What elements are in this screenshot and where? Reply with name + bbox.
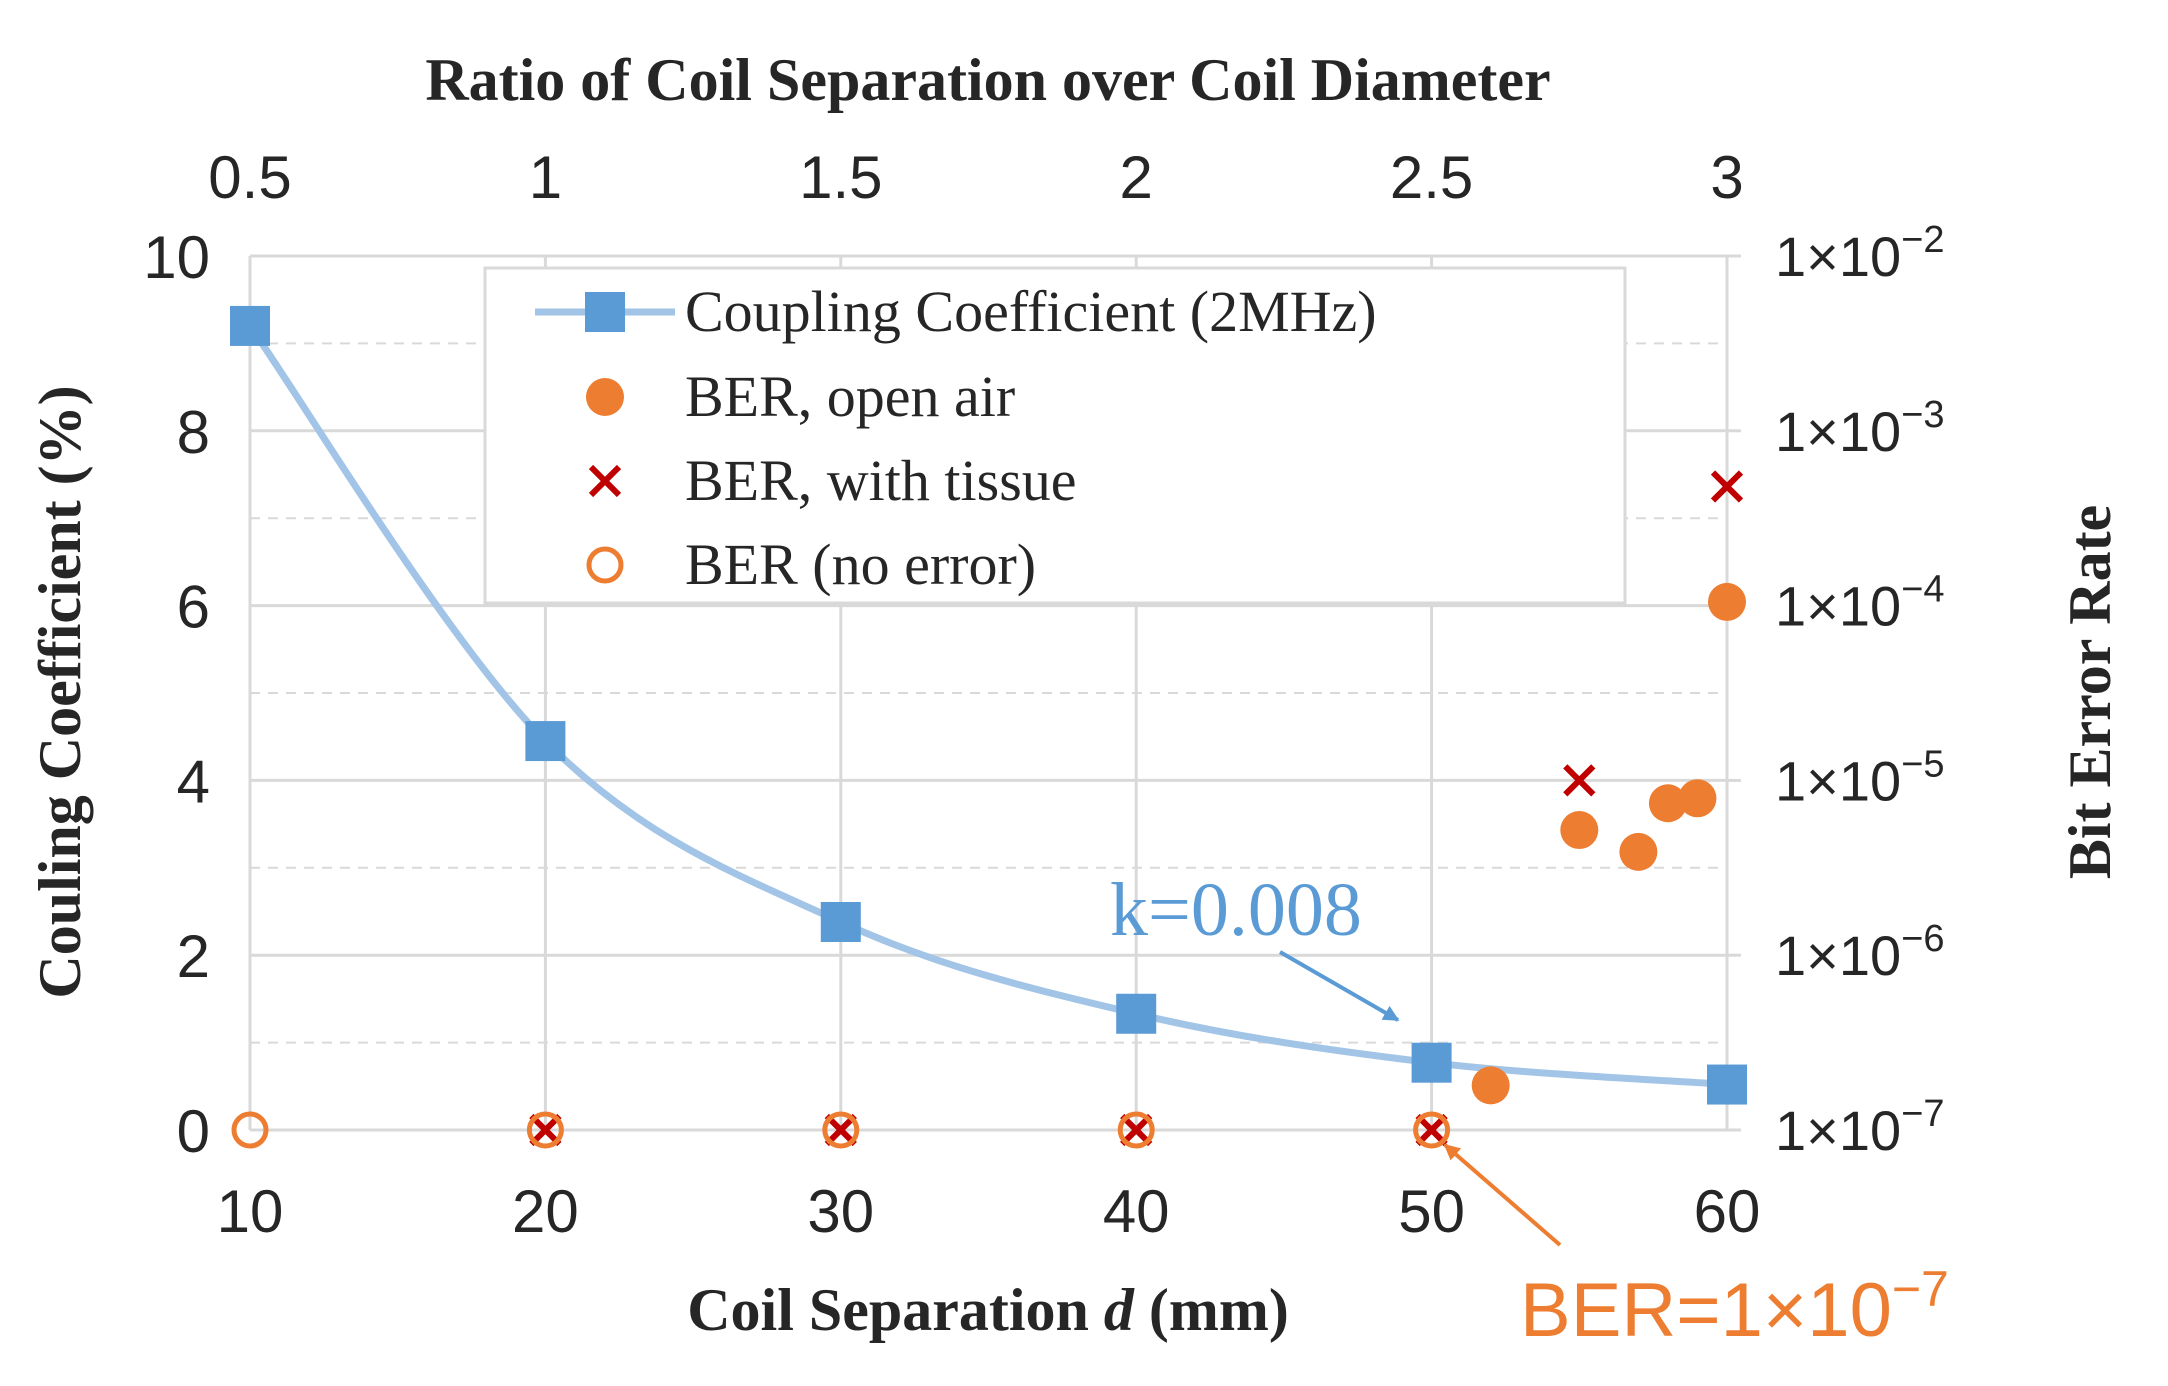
y-right-tick-label: 1×10−2 xyxy=(1775,219,1944,288)
y-left-tick-label: 0 xyxy=(177,1098,210,1165)
legend-open-circle-icon xyxy=(586,546,624,584)
y-right-tick-exponent: −6 xyxy=(1901,918,1944,960)
top-axis-title: Ratio of Coil Separation over Coil Diame… xyxy=(425,47,1550,113)
ber-open-air-point xyxy=(1471,1066,1510,1105)
ber-open-air-point xyxy=(1678,779,1717,818)
legend-item-coupling: Coupling Coefficient (2MHz) xyxy=(535,279,1377,344)
legend-label-open-air: BER, open air xyxy=(685,364,1015,429)
y-right-axis-title: Bit Error Rate xyxy=(2057,505,2123,879)
y-right-tick-base: 1×10 xyxy=(1775,575,1901,638)
y-right-tick-base: 1×10 xyxy=(1775,225,1901,288)
legend-label-no-error: BER (no error) xyxy=(685,532,1036,597)
legend-item-with-tissue: BER, with tissue xyxy=(588,448,1077,513)
ber-with-tissue-point xyxy=(1415,1113,1448,1147)
x-tick-label: 40 xyxy=(1103,1178,1170,1245)
ber-open-air-point xyxy=(1560,811,1599,850)
ber-no-error-point xyxy=(526,1111,564,1149)
y-left-tick-label: 6 xyxy=(177,574,210,641)
series xyxy=(230,305,1747,1149)
y-right-tick-label: 1×10−4 xyxy=(1775,569,1944,638)
y-left-axis-title: Couling Coefficient (%) xyxy=(27,385,93,998)
top-tick-label: 1.5 xyxy=(799,144,882,211)
annotation-ber-label: BER=1×10−7 xyxy=(1520,1261,1949,1353)
y-right-tick-label: 1×10−3 xyxy=(1775,394,1944,463)
y-right-tick-base: 1×10 xyxy=(1775,924,1901,987)
y-right-tick-base: 1×10 xyxy=(1775,1099,1901,1162)
legend-label-with-tissue: BER, with tissue xyxy=(685,448,1077,513)
y-left-tick-label: 10 xyxy=(143,224,210,291)
ber-no-error-point xyxy=(231,1111,269,1149)
ber-open-air-point xyxy=(1619,832,1658,871)
x-tick-label: 60 xyxy=(1694,1178,1761,1245)
top-tick-label: 3 xyxy=(1710,144,1743,211)
ber-no-error-point xyxy=(1413,1111,1451,1149)
coupling-point xyxy=(1116,993,1157,1034)
x-axis-ticks: 10 20 30 40 50 60 xyxy=(217,1178,1761,1245)
ber-with-tissue-point xyxy=(1120,1113,1153,1147)
top-tick-label: 2 xyxy=(1120,144,1153,211)
y-right-tick-exponent: −2 xyxy=(1901,219,1944,261)
x-tick-label: 30 xyxy=(807,1178,874,1245)
y-right-tick-exponent: −4 xyxy=(1901,569,1944,611)
top-tick-label: 0.5 xyxy=(208,144,291,211)
x-tick-label: 10 xyxy=(217,1178,284,1245)
legend-box xyxy=(483,266,1627,605)
top-tick-label: 1 xyxy=(529,144,562,211)
ber-open-air-point xyxy=(1708,582,1746,621)
annotation-ber: BER=1×10−7 xyxy=(1443,1143,1949,1353)
y-right-tick-label: 1×10−7 xyxy=(1775,1093,1944,1162)
top-tick-label: 2.5 xyxy=(1390,144,1473,211)
annotation-k-label: k=0.008 xyxy=(1110,868,1362,952)
ber-no-error-point xyxy=(822,1111,860,1149)
coupling-point xyxy=(1707,1064,1747,1105)
y-right-axis-ticks: 1×10−71×10−61×10−51×10−41×10−31×10−2 xyxy=(1775,219,1944,1162)
coupling-point xyxy=(230,305,270,346)
coupling-curve xyxy=(246,322,1731,1089)
x-tick-label: 50 xyxy=(1398,1178,1465,1245)
legend-item-no-error: BER (no error) xyxy=(586,532,1036,597)
ber-with-tissue-point xyxy=(1563,764,1596,797)
ber-with-tissue-point xyxy=(824,1113,857,1147)
annotation-ber-arrow xyxy=(1443,1143,1562,1247)
coupling-point xyxy=(1411,1042,1452,1083)
annotation-k: k=0.008 xyxy=(1110,868,1400,1022)
top-axis-ticks: 0.5 1 1.5 2 2.5 3 xyxy=(208,144,1743,211)
y-left-tick-label: 8 xyxy=(177,399,210,466)
legend: Coupling Coefficient (2MHz) BER, open ai… xyxy=(483,266,1627,605)
y-right-tick-exponent: −5 xyxy=(1901,743,1944,785)
y-right-tick-exponent: −3 xyxy=(1901,394,1944,436)
legend-x-icon xyxy=(588,464,622,498)
legend-label-coupling: Coupling Coefficient (2MHz) xyxy=(685,279,1377,344)
ber-open-air-point xyxy=(1648,784,1687,823)
x-tick-label: 20 xyxy=(512,1178,579,1245)
annotation-k-arrow xyxy=(1279,950,1400,1022)
ber-with-tissue-point xyxy=(529,1113,562,1147)
coupling-point xyxy=(820,901,861,942)
y-right-tick-exponent: −7 xyxy=(1901,1093,1944,1135)
y-right-tick-base: 1×10 xyxy=(1775,749,1901,812)
y-left-tick-label: 2 xyxy=(177,923,210,990)
y-right-tick-base: 1×10 xyxy=(1775,400,1901,463)
ber-no-error-point xyxy=(1117,1111,1155,1149)
y-right-tick-label: 1×10−6 xyxy=(1775,918,1944,987)
legend-square-icon xyxy=(585,292,625,332)
y-right-tick-label: 1×10−5 xyxy=(1775,743,1944,812)
x-axis-title: Coil Separation d (mm) xyxy=(687,1277,1289,1343)
y-left-axis-ticks: 0 2 4 6 8 10 xyxy=(143,224,210,1165)
ber-with-tissue-point xyxy=(1710,470,1744,503)
coupling-point xyxy=(525,721,566,762)
legend-item-open-air: BER, open air xyxy=(586,364,1015,429)
legend-filled-circle-icon xyxy=(586,378,624,416)
y-left-tick-label: 4 xyxy=(177,748,210,815)
